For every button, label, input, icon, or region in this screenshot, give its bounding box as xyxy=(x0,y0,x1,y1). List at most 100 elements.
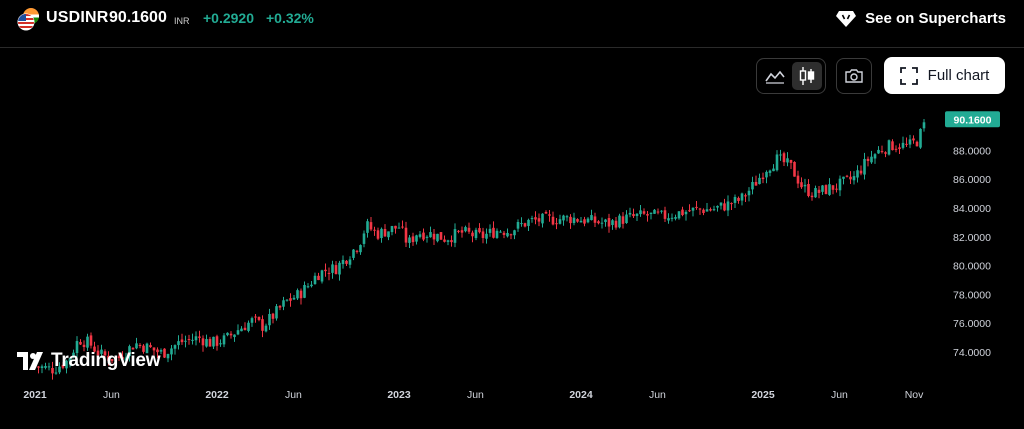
candle-body xyxy=(187,339,191,341)
candle-body xyxy=(558,219,562,224)
candle-body xyxy=(131,347,135,350)
candle-body xyxy=(642,211,646,214)
candle-body xyxy=(548,214,551,216)
candle-body xyxy=(145,343,149,354)
candle-body xyxy=(82,344,86,348)
candle-body xyxy=(562,215,565,221)
candle-body xyxy=(870,156,873,163)
snapshot-button[interactable] xyxy=(836,58,872,94)
candle-body xyxy=(254,316,257,318)
candle-body xyxy=(79,342,82,345)
tradingview-logo[interactable]: TradingView xyxy=(17,350,161,372)
candle-body xyxy=(236,330,240,335)
candle-body xyxy=(835,188,838,190)
candle-body xyxy=(866,158,870,162)
candle-body xyxy=(201,338,205,346)
time-axis: 2021 Jun 2022 Jun 2023 Jun 2024 Jun 2025 Jun Nov xyxy=(23,389,924,401)
last-price-label: 90.1600 xyxy=(954,114,992,126)
candle-body xyxy=(212,336,215,347)
candle-body xyxy=(306,286,310,288)
candle-body xyxy=(474,229,478,239)
candle-body xyxy=(317,275,320,281)
x-tick-year-label: 2024 xyxy=(569,389,593,401)
candle-body xyxy=(516,221,520,229)
candle-body xyxy=(110,359,114,361)
see-on-supercharts-link[interactable]: See on Supercharts xyxy=(835,6,1006,30)
candle-body xyxy=(702,209,705,214)
candle-body xyxy=(65,360,68,369)
candle-body xyxy=(464,227,467,232)
candle-body xyxy=(271,313,275,319)
candle-body xyxy=(89,335,93,346)
candle-body xyxy=(677,211,681,219)
candle-body xyxy=(817,189,821,193)
candle-body xyxy=(590,215,593,221)
line-chart-button[interactable] xyxy=(760,62,790,90)
candle-body xyxy=(215,336,219,346)
candle-body xyxy=(628,212,632,215)
candle-body xyxy=(184,340,187,342)
candle-body xyxy=(404,227,408,243)
last-price: 90.1600 xyxy=(109,9,167,26)
candle-body xyxy=(285,299,289,301)
candle-body xyxy=(614,220,618,228)
candle-body xyxy=(292,297,296,300)
x-tick-month-label: Jun xyxy=(467,389,484,401)
candle-body xyxy=(880,151,884,153)
candle-body xyxy=(359,245,362,253)
candle-body xyxy=(586,218,590,223)
us-india-flag-icon xyxy=(17,8,39,31)
candle-body xyxy=(173,345,177,349)
symbol-name[interactable]: USDINR xyxy=(46,9,109,26)
fullscreen-icon xyxy=(899,66,918,85)
candle-body xyxy=(919,128,922,148)
candlestick-chart-button[interactable] xyxy=(792,62,822,90)
candle-body xyxy=(390,226,394,233)
candle-body xyxy=(814,188,817,198)
candle-body xyxy=(37,366,40,368)
x-tick-month-label: Jun xyxy=(103,389,120,401)
candle-body xyxy=(625,214,628,223)
tradingview-wordmark: TradingView xyxy=(51,350,161,371)
candle-body xyxy=(856,170,859,178)
candle-body xyxy=(170,348,173,355)
candle-body xyxy=(163,348,166,358)
candle-body xyxy=(401,226,404,228)
candle-body xyxy=(180,339,184,343)
candlestick-icon xyxy=(799,67,815,85)
supercharts-diamond-icon xyxy=(836,11,857,27)
candle-body xyxy=(383,228,387,237)
candle-body xyxy=(373,229,376,231)
candle-body xyxy=(667,218,670,221)
line-chart-icon xyxy=(765,70,785,84)
camera-icon xyxy=(845,69,863,83)
candle-body xyxy=(513,230,516,236)
y-tick-label: 88.0000 xyxy=(953,145,991,157)
candle-body xyxy=(443,239,446,242)
candle-body xyxy=(688,210,691,212)
candle-body xyxy=(324,269,327,272)
candle-body xyxy=(369,222,373,230)
candle-body xyxy=(397,227,401,229)
candle-body xyxy=(432,233,436,240)
candle-body xyxy=(660,210,663,212)
candle-body xyxy=(198,336,201,338)
tradingview-logo-icon xyxy=(17,352,43,370)
candle-body xyxy=(712,209,716,211)
x-tick-year-label: 2022 xyxy=(205,389,229,401)
candle-body xyxy=(310,284,313,287)
candle-body xyxy=(649,212,653,215)
candle-body xyxy=(103,351,107,356)
full-chart-button[interactable]: Full chart xyxy=(884,57,1005,94)
candle-body xyxy=(467,227,471,232)
candle-body xyxy=(576,219,579,222)
candle-body xyxy=(229,333,233,336)
x-tick-month-label: Jun xyxy=(831,389,848,401)
candle-body xyxy=(149,345,152,348)
candle-body xyxy=(135,343,138,349)
y-tick-label: 86.0000 xyxy=(953,174,991,186)
full-chart-label: Full chart xyxy=(927,67,990,84)
candles-layer xyxy=(33,119,926,380)
candle-body xyxy=(411,236,415,243)
